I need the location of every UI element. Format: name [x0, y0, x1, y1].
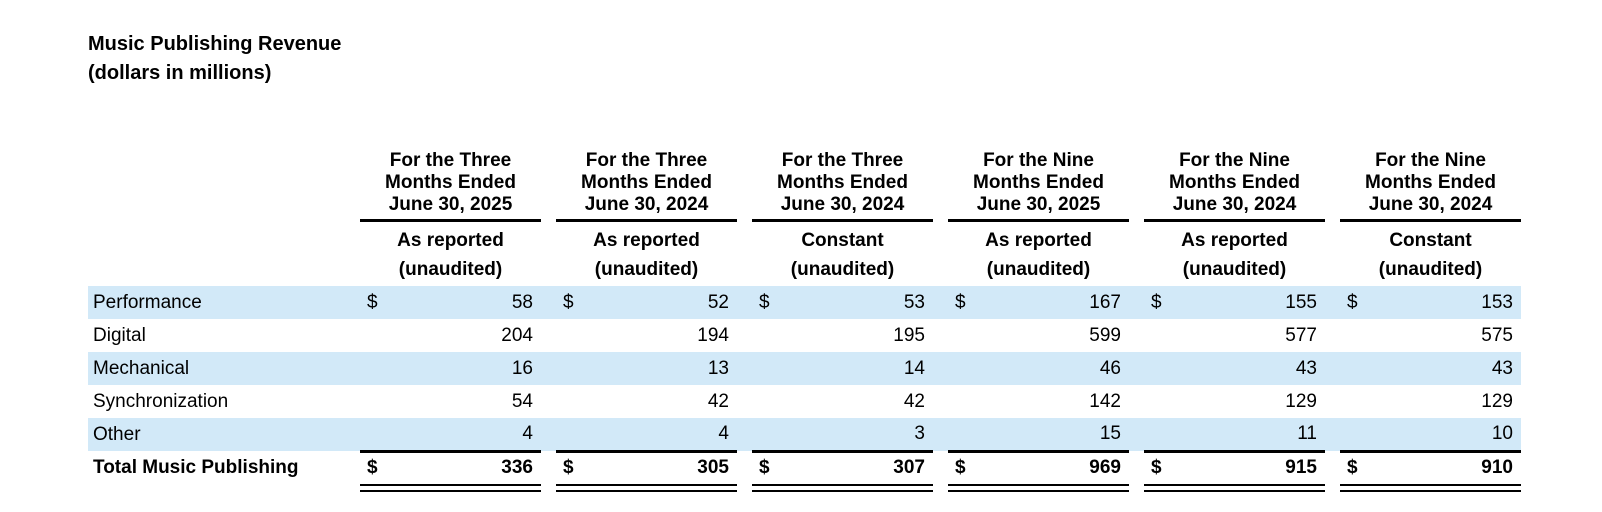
column-header-basis-5: As reported [1181, 230, 1288, 251]
double-rule [1144, 484, 1325, 492]
column-gap [933, 150, 948, 221]
value-cell: 14 [903, 357, 925, 379]
column-header-note-5: (unaudited) [1182, 259, 1287, 280]
value-cell: 13 [707, 357, 729, 379]
currency-symbol: $ [759, 457, 770, 479]
currency-symbol: $ [759, 291, 770, 313]
table-row-total: Total Music Publishing $336 $305 $307 $9… [88, 449, 1521, 484]
value-cell: 46 [1099, 357, 1121, 379]
document-subtitle: (dollars in millions) [88, 62, 272, 84]
column-header-basis-4: As reported [985, 230, 1092, 251]
value-cell: 129 [1285, 390, 1317, 412]
total-value-cell: 336 [501, 457, 533, 479]
column-header-basis-6: Constant [1389, 230, 1472, 251]
column-gap [1129, 150, 1144, 221]
unaudited-header-row: (unaudited) (unaudited) (unaudited) (una… [88, 251, 1521, 286]
currency-symbol: $ [367, 291, 378, 313]
currency-symbol: $ [367, 457, 378, 479]
currency-symbol: $ [955, 291, 966, 313]
currency-symbol: $ [1151, 291, 1162, 313]
value-cell: 167 [1089, 291, 1121, 313]
table-row-performance: Performance $58 $52 $53 $167 $155 $153 [88, 286, 1521, 319]
value-cell: 142 [1089, 390, 1121, 412]
row-label: Digital [93, 324, 146, 346]
column-gap [1325, 150, 1340, 221]
value-cell: 4 [718, 422, 729, 444]
table-row-other: Other 4 4 3 15 11 10 [88, 418, 1521, 451]
value-cell: 43 [1491, 357, 1513, 379]
value-cell: 153 [1481, 291, 1513, 313]
value-cell: 195 [893, 324, 925, 346]
value-cell: 577 [1285, 324, 1317, 346]
value-cell: 4 [522, 422, 533, 444]
column-header-basis-2: As reported [593, 230, 700, 251]
value-cell: 54 [511, 390, 533, 412]
value-cell: 10 [1491, 422, 1513, 444]
row-label: Mechanical [88, 352, 360, 385]
double-rule [1340, 484, 1521, 492]
music-publishing-revenue-document: Music Publishing Revenue (dollars in mil… [88, 33, 1521, 497]
value-cell: 204 [501, 324, 533, 346]
column-header-note-1: (unaudited) [398, 259, 503, 280]
value-cell: 194 [697, 324, 729, 346]
value-cell: 155 [1285, 291, 1317, 313]
column-header-note-4: (unaudited) [986, 259, 1091, 280]
column-header-period-3: For the Three Months Ended June 30, 2024 [752, 150, 933, 222]
value-cell: 42 [707, 390, 729, 412]
column-header-note-3: (unaudited) [790, 259, 895, 280]
value-cell: 575 [1481, 324, 1513, 346]
value-cell: 599 [1089, 324, 1121, 346]
row-label: Synchronization [93, 390, 229, 412]
column-header-period-6: For the Nine Months Ended June 30, 2024 [1340, 150, 1521, 222]
row-label: Other [88, 418, 360, 451]
value-cell: 3 [914, 422, 925, 444]
table-row-synchronization: Synchronization 54 42 42 142 129 129 [88, 385, 1521, 418]
double-rule [360, 484, 541, 492]
value-cell: 15 [1099, 422, 1121, 444]
currency-symbol: $ [1151, 457, 1162, 479]
total-value-cell: 305 [697, 457, 729, 479]
column-header-note-6: (unaudited) [1378, 259, 1483, 280]
currency-symbol: $ [1347, 291, 1358, 313]
column-gap [737, 150, 752, 221]
value-cell: 52 [707, 291, 729, 313]
total-value-cell: 910 [1481, 457, 1513, 479]
column-header-period-5: For the Nine Months Ended June 30, 2024 [1144, 150, 1325, 222]
revenue-table: For the Three Months Ended June 30, 2025… [88, 150, 1521, 497]
value-cell: 42 [903, 390, 925, 412]
row-label-total: Total Music Publishing [93, 456, 299, 478]
column-header-period-4: For the Nine Months Ended June 30, 2025 [948, 150, 1129, 222]
column-gap [541, 150, 556, 221]
currency-symbol: $ [955, 457, 966, 479]
value-cell: 16 [511, 357, 533, 379]
column-header-note-2: (unaudited) [594, 259, 699, 280]
column-header-period-1: For the Three Months Ended June 30, 2025 [360, 150, 541, 222]
value-cell: 58 [511, 291, 533, 313]
value-cell: 43 [1295, 357, 1317, 379]
currency-symbol: $ [563, 457, 574, 479]
table-row-mechanical: Mechanical 16 13 14 46 43 43 [88, 352, 1521, 385]
column-header-basis-1: As reported [397, 230, 504, 251]
period-header-row: For the Three Months Ended June 30, 2025… [88, 150, 1521, 222]
row-label: Performance [88, 286, 360, 319]
column-header-period-2: For the Three Months Ended June 30, 2024 [556, 150, 737, 222]
double-rule [556, 484, 737, 492]
value-cell: 53 [903, 291, 925, 313]
currency-symbol: $ [1347, 457, 1358, 479]
table-row-digital: Digital 204 194 195 599 577 575 [88, 319, 1521, 352]
double-rule [752, 484, 933, 492]
double-rule [948, 484, 1129, 492]
value-cell: 129 [1481, 390, 1513, 412]
value-cell: 11 [1297, 422, 1317, 444]
basis-header-row: As reported As reported Constant As repo… [88, 221, 1521, 252]
column-header-basis-3: Constant [801, 230, 884, 251]
document-title: Music Publishing Revenue [88, 33, 342, 55]
total-value-cell: 969 [1089, 457, 1121, 479]
total-value-cell: 307 [893, 457, 925, 479]
total-value-cell: 915 [1285, 457, 1317, 479]
double-rule-row [88, 484, 1521, 497]
currency-symbol: $ [563, 291, 574, 313]
